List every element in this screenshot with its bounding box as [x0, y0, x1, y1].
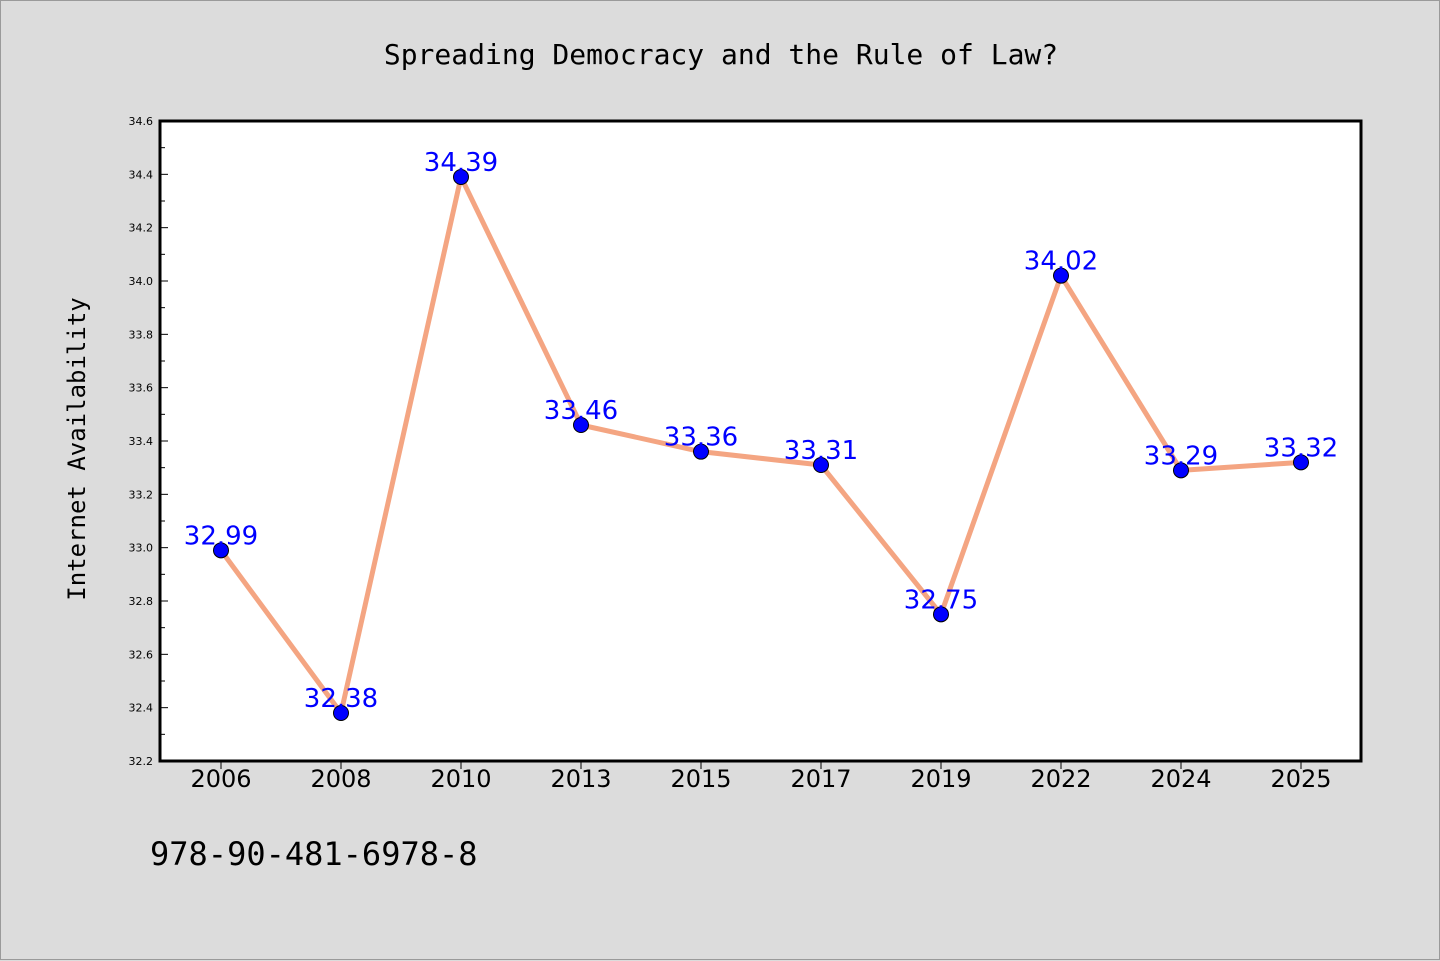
data-markers — [213, 169, 1309, 721]
data-value-label: 34.39 — [424, 148, 498, 178]
y-tick-label: 32.6 — [129, 648, 154, 661]
data-point-marker — [693, 443, 709, 460]
y-tick-label: 34.6 — [129, 115, 154, 128]
y-tick-label: 34.2 — [129, 222, 154, 235]
x-tick-label: 2019 — [910, 765, 971, 793]
x-tick-label: 2008 — [310, 765, 371, 793]
data-point-marker — [333, 705, 349, 721]
y-tick-label: 33.6 — [129, 382, 154, 395]
y-axis-ticks: 32.2 32.4 32.6 32.8 33.0 33.2 33.4 33.6 33.8 34.0… — [129, 115, 168, 768]
data-value-label: 33.36 — [664, 423, 738, 453]
data-point-marker — [1053, 267, 1069, 284]
y-tick-label: 32.2 — [129, 755, 154, 768]
y-tick-label: 33.4 — [129, 435, 154, 448]
y-tick-label: 32.8 — [129, 595, 154, 608]
x-tick-label: 2024 — [1150, 765, 1211, 793]
data-point-marker — [1293, 454, 1309, 471]
x-tick-label: 2015 — [670, 765, 731, 793]
data-point-marker — [453, 169, 469, 185]
data-point-marker — [1173, 462, 1189, 479]
data-point-marker — [573, 417, 589, 433]
data-value-label: 33.29 — [1144, 441, 1218, 471]
data-value-label: 32.99 — [184, 521, 258, 551]
x-tick-label: 2017 — [790, 765, 851, 793]
y-tick-label: 32.4 — [129, 702, 154, 715]
x-axis-ticks: 2006 2008 2010 2013 2015 2017 2019 2022 2024 2025 — [190, 761, 1332, 793]
data-value-label: 33.31 — [784, 436, 858, 466]
data-labels: 32.99 32.38 34.39 33.46 33.36 33.31 32.75 34.02… — [184, 148, 1338, 714]
data-value-label: 34.02 — [1024, 247, 1098, 277]
data-value-label: 33.32 — [1264, 433, 1338, 463]
y-tick-label: 34.4 — [129, 168, 154, 181]
y-axis-label: Internet Availability — [63, 297, 91, 600]
data-point-marker — [933, 606, 949, 623]
x-tick-label: 2025 — [1270, 765, 1331, 793]
y-tick-label: 33.8 — [129, 328, 154, 341]
data-point-marker — [813, 457, 829, 473]
data-value-label: 33.46 — [544, 396, 618, 426]
x-tick-label: 2006 — [190, 765, 251, 793]
data-point-marker — [213, 542, 229, 559]
chart-title: Spreading Democracy and the Rule of Law? — [384, 38, 1058, 71]
series-line — [218, 174, 1302, 716]
y-tick-label: 33.2 — [129, 488, 154, 501]
x-tick-label: 2010 — [430, 765, 491, 793]
y-tick-label: 33.0 — [129, 542, 154, 555]
data-value-label: 32.75 — [904, 585, 978, 615]
x-tick-label: 2022 — [1030, 765, 1091, 793]
x-tick-label: 2013 — [550, 765, 611, 793]
y-tick-label: 34.0 — [129, 275, 154, 288]
isbn-caption: 978-90-481-6978-8 — [150, 835, 478, 873]
data-value-label: 32.38 — [304, 684, 378, 714]
